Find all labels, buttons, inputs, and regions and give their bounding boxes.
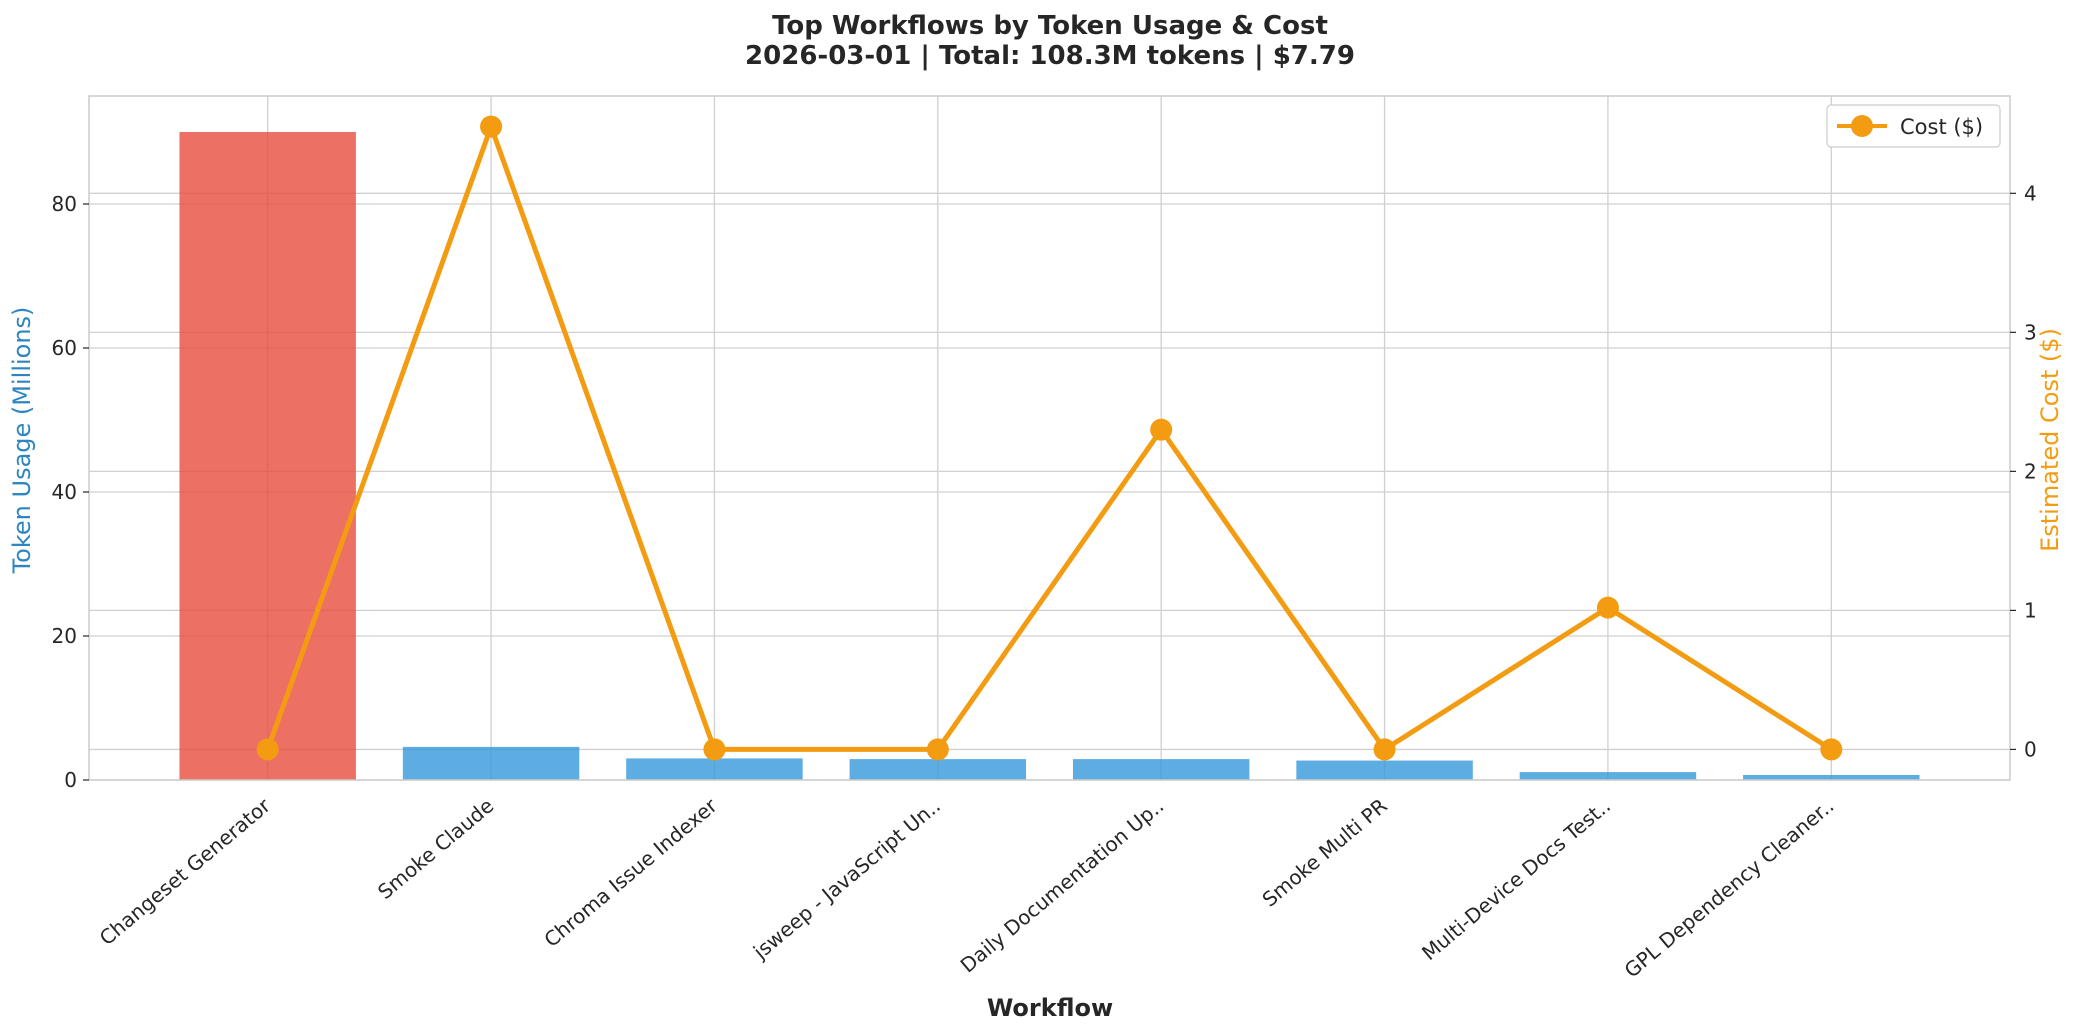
right-axis-ticks: 0 1 2 3 4 [2010, 181, 2037, 761]
legend-box [1826, 104, 2001, 148]
x-axis-ticks: Changeset Generator Smoke Claude Chroma Is… [95, 793, 1839, 983]
cost-point-2 [703, 738, 726, 761]
cost-point-6 [1596, 596, 1619, 619]
bar-2 [626, 758, 803, 780]
cost-point-5 [1373, 738, 1396, 761]
legend: Cost ($) [1826, 104, 2001, 148]
x-tick-label: Smoke Claude [373, 793, 498, 904]
chart-title-line1: Top Workflows by Token Usage & Cost [772, 11, 1328, 41]
cost-line-group [256, 115, 1843, 761]
bar-4 [1072, 759, 1250, 780]
right-tick-label: 0 [2024, 737, 2037, 761]
left-tick-label: 0 [64, 768, 77, 792]
x-axis-label: Workflow [987, 994, 1113, 1022]
bar-5 [1296, 760, 1473, 780]
bar-7 [1743, 774, 1920, 780]
right-tick-label: 2 [2024, 459, 2037, 483]
x-tick-label: Chroma Issue Indexer [539, 793, 722, 952]
right-tick-label: 3 [2024, 320, 2037, 344]
bar-1 [402, 746, 580, 780]
cost-point-3 [926, 738, 949, 761]
left-tick-label: 40 [52, 480, 77, 504]
x-tick-label: Smoke Multi PR [1257, 793, 1391, 911]
right-tick-label: 1 [2024, 598, 2037, 622]
y-axis-label-left: Token Usage (Millions) [8, 307, 36, 575]
legend-label-cost: Cost ($) [1900, 115, 1983, 139]
bar-6 [1519, 772, 1697, 780]
bar-0 [179, 132, 356, 780]
plot-frame [88, 95, 2011, 781]
left-tick-label: 80 [52, 192, 77, 216]
chart-title-line2: 2026-03-01 | Total: 108.3M tokens | $7.7… [745, 41, 1355, 71]
cost-point-7 [1820, 738, 1843, 761]
right-tick-label: 4 [2024, 181, 2037, 205]
bars [179, 132, 1920, 780]
left-tick-label: 60 [52, 336, 77, 360]
x-tick-label: GPL Dependency Cleaner.. [1620, 793, 1839, 982]
bar-3 [849, 759, 1027, 780]
cost-line [265, 124, 1833, 752]
left-tick-label: 20 [52, 624, 77, 648]
x-tick-label: Daily Documentation Up.. [956, 793, 1169, 977]
cost-point-4 [1150, 418, 1173, 441]
cost-point-0 [256, 738, 279, 761]
x-tick-label: Multi-Device Docs Test.. [1417, 793, 1615, 965]
cost-point-1 [480, 115, 503, 138]
x-tick-label: jsweep - JavaScript Un.. [748, 793, 945, 964]
x-tick-label: Changeset Generator [95, 793, 276, 950]
left-axis-ticks: 0 20 40 60 80 [52, 192, 89, 792]
y-axis-label-right: Estimated Cost ($) [2036, 328, 2064, 552]
legend-marker-swatch [1851, 115, 1873, 137]
